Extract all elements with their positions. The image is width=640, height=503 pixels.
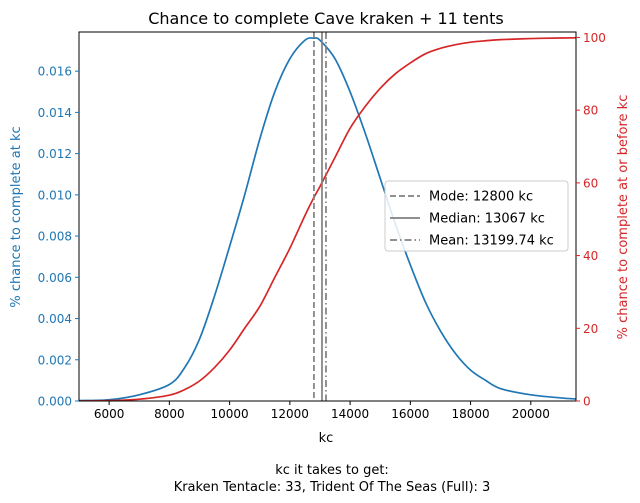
left-tick-label: 0.014 [38, 106, 72, 120]
x-axis: 6000 8000 10000 12000 14000 16000 18000 20000 [94, 401, 550, 421]
legend-label: Mode: 12800 kc [429, 190, 533, 205]
x-tick-label: 14000 [331, 407, 369, 421]
left-tick-label: 0.012 [38, 147, 72, 161]
legend: Mode: 12800 kc Median: 13067 kc Mean: 1319… [384, 180, 569, 252]
x-tick-label: 6000 [94, 407, 125, 421]
right-tick-label: 60 [583, 176, 598, 190]
x-tick-label: 12000 [271, 407, 309, 421]
x-axis-label: kc [319, 431, 334, 446]
left-y-axis-label: % chance to complete at kc [9, 126, 24, 307]
pdf-series-line [79, 37, 576, 401]
left-tick-label: 0.002 [38, 353, 72, 367]
x-tick-label: 16000 [391, 407, 429, 421]
right-tick-label: 20 [583, 322, 598, 336]
right-tick-label: 100 [583, 31, 606, 45]
left-tick-label: 0.010 [38, 188, 72, 202]
chart-title: Chance to complete Cave kraken + 11 tent… [148, 9, 504, 28]
plot-frame [78, 31, 577, 402]
x-tick-label: 8000 [154, 407, 185, 421]
left-tick-label: 0.006 [38, 271, 72, 285]
series-layer [79, 36, 576, 401]
x-tick-label: 10000 [211, 407, 249, 421]
legend-box [384, 180, 569, 252]
right-tick-label: 40 [583, 249, 598, 263]
right-tick-label: 0 [583, 395, 591, 409]
plot-area [79, 32, 576, 401]
legend-label: Mean: 13199.74 kc [429, 234, 554, 249]
footer-line-1: kc it takes to get: [275, 463, 389, 478]
x-tick-label: 18000 [451, 407, 489, 421]
right-tick-label: 80 [583, 104, 598, 118]
left-tick-label: 0.000 [38, 395, 72, 409]
right-y-axis-label: % chance to complete at or before kc [616, 95, 631, 340]
left-y-axis: 0.000 0.002 0.004 0.006 0.008 0.010 0.012 0.014… [38, 65, 79, 409]
cdf-series-line [79, 36, 576, 401]
legend-label: Median: 13067 kc [429, 212, 545, 227]
right-y-axis: 0 20 40 60 80 100 [576, 31, 606, 409]
x-tick-label: 20000 [512, 407, 550, 421]
vline-layer [313, 32, 327, 401]
footer-line-2: Kraken Tentacle: 33, Trident Of The Seas… [174, 480, 491, 495]
left-tick-label: 0.004 [38, 312, 72, 326]
left-tick-label: 0.008 [38, 230, 72, 244]
left-tick-label: 0.016 [38, 65, 72, 79]
